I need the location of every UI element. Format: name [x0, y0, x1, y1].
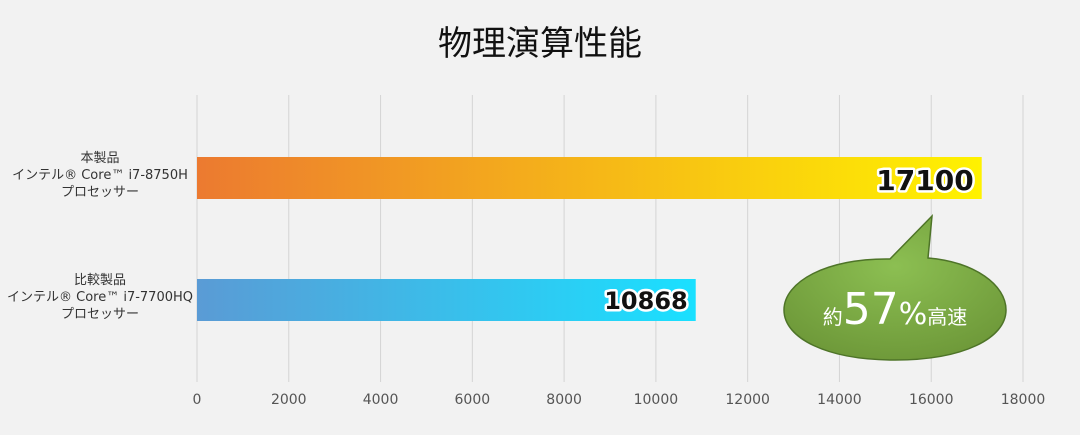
x-tick-label: 14000	[817, 392, 862, 408]
callout-prefix: 約	[823, 305, 843, 329]
data-labels: 17100 10868	[602, 162, 976, 318]
gridlines	[196, 95, 1024, 382]
callout-number: 57	[843, 284, 899, 335]
x-tick-label: 2000	[271, 392, 307, 408]
bar	[197, 279, 696, 321]
data-label: 17100	[876, 164, 973, 197]
callout-bubble	[783, 213, 1007, 361]
category-label-line: プロセッサー	[61, 185, 139, 200]
chart-title: 物理演算性能	[438, 24, 642, 64]
svg-text:約57%高速: 約57%高速	[823, 284, 968, 335]
callout-percent: %	[899, 297, 928, 332]
category-label-line: インテル® Core™ i7-7700HQ	[7, 290, 193, 305]
x-tick-label: 18000	[1001, 392, 1046, 408]
category-label-line: プロセッサー	[61, 307, 139, 322]
category-label-line: 本製品	[80, 151, 119, 166]
x-tick-label: 6000	[455, 392, 491, 408]
x-tick-label: 8000	[546, 392, 582, 408]
data-label: 10868	[604, 287, 688, 315]
x-tick-label: 0	[193, 392, 202, 408]
x-tick-label: 4000	[363, 392, 399, 408]
x-tick-label: 12000	[725, 392, 770, 408]
x-tick-label: 10000	[634, 392, 679, 408]
category-label-line: インテル® Core™ i7-8750H	[12, 168, 188, 183]
x-axis-ticks: 0 2000 4000 6000 8000 10000 12000 14000 16000 180…	[193, 392, 1046, 408]
speedup-callout: 約57%高速	[783, 213, 1007, 361]
callout-suffix: 高速	[927, 305, 967, 329]
bar	[197, 157, 982, 199]
bars	[197, 157, 982, 321]
category-label-line: 比較製品	[74, 273, 126, 288]
x-tick-label: 16000	[909, 392, 954, 408]
